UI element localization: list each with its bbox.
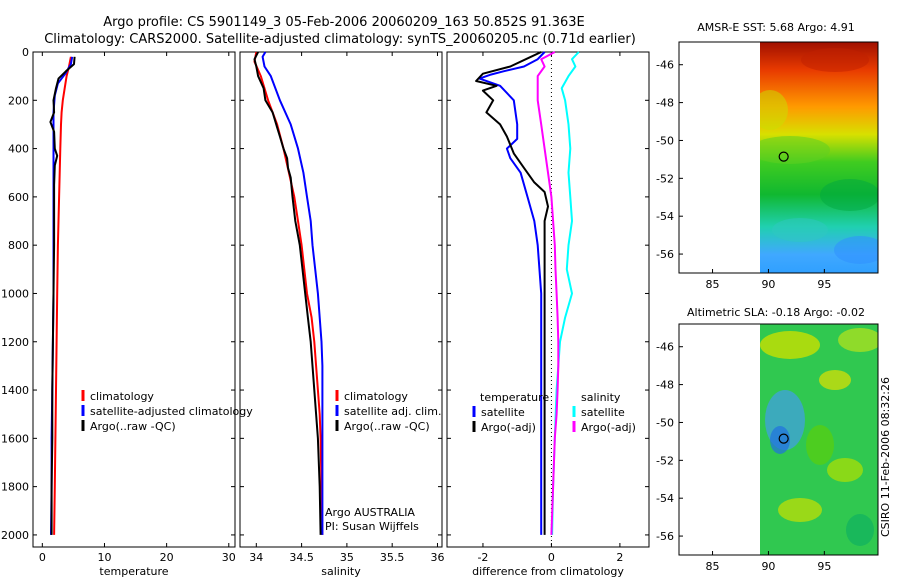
legend-header-salinity: salinity: [581, 391, 621, 404]
series-line-climatology: [53, 56, 72, 535]
legend-label-temperature-satellite: satellite: [481, 406, 525, 419]
sst_map-ytick-label: -50: [656, 134, 674, 147]
sst_map-xtick-label: 90: [761, 278, 775, 291]
temperature-xtick-label: 20: [160, 551, 174, 564]
temperature-ytick-label: 1000: [1, 287, 29, 300]
temperature-xtick-label: 10: [97, 551, 111, 564]
legend-label-climatology: climatology: [344, 390, 408, 403]
sla-map-title: Altimetric SLA: -0.18 Argo: -0.02: [687, 306, 865, 319]
sla-map-panel: Altimetric SLA: -0.18 Argo: -0.02 85 90 95…: [656, 306, 879, 573]
temperature-ytick-label: 2000: [1, 529, 29, 542]
legend-label-salinity-argo-adj: Argo(-adj): [581, 421, 636, 434]
temperature-xtick-label: 0: [39, 551, 46, 564]
sst_map-xtick-label: 95: [817, 278, 831, 291]
sla_map-axes-frame: [678, 323, 879, 556]
annotation-line: PI: Susan Wijffels: [325, 520, 419, 533]
series-line-salinity-argo-adj: [536, 51, 560, 535]
series-line-temperature-satellite: [478, 51, 546, 535]
sla_map-xtick-label: 85: [706, 560, 720, 573]
temperature-ytick-label: 600: [8, 191, 29, 204]
sla_map-ytick-label: -50: [656, 416, 674, 429]
difference-xtick-label: -2: [477, 551, 488, 564]
temperature-ytick-label: 800: [8, 239, 29, 252]
legend-label-argo-raw-qc: Argo(..raw -QC): [344, 420, 430, 433]
temperature-xtick-label: 30: [222, 551, 236, 564]
temperature-ytick-label: 1600: [1, 432, 29, 445]
legend-header-temperature: temperature: [480, 391, 549, 404]
sst_map-ytick-label: -46: [656, 59, 674, 72]
salinity-xtick-label: 35.5: [380, 551, 405, 564]
salinity-xtick-label: 34: [249, 551, 263, 564]
sst_map-ytick-label: -54: [656, 210, 674, 223]
temperature-ytick-label: 200: [8, 94, 29, 107]
legend-label-salinity-satellite: satellite: [581, 406, 625, 419]
difference-xtick-label: 0: [548, 551, 555, 564]
temperature-ytick-label: 1200: [1, 336, 29, 349]
difference-xlabel: difference from climatology: [472, 565, 624, 578]
sla_map-argo-location-marker: [778, 433, 789, 444]
temperature-ytick-label: 1400: [1, 384, 29, 397]
sla_map-xtick-label: 90: [761, 560, 775, 573]
legend-label-satellite-adj-clim: satellite adj. clim.: [344, 405, 441, 418]
sst_map-axes-frame: [678, 41, 879, 274]
sst_map-ytick-label: -52: [656, 172, 674, 185]
sla_map-ytick-label: -48: [656, 379, 674, 392]
sla_map-ytick-label: -46: [656, 341, 674, 354]
figure-title-line1: Argo profile: CS 5901149_3 05-Feb-2006 2…: [103, 15, 585, 30]
temperature-ytick-label: 1800: [1, 481, 29, 494]
series-line-argo-raw-qc: [253, 51, 322, 535]
sst_map-ytick-label: -48: [656, 97, 674, 110]
sst_map-ytick-label: -56: [656, 248, 674, 261]
difference-xtick-label: 2: [616, 551, 623, 564]
sst-map-panel: AMSR-E SST: 5.68 Argo: 4.91 85 90 95 -46 -48…: [656, 21, 879, 291]
temperature-xlabel: temperature: [99, 565, 168, 578]
credit-stamp: CSIRO 11-Feb-2006 08:32:26: [879, 377, 892, 537]
sla-heatmap-texture: [760, 328, 878, 546]
sst_map-argo-location-marker: [778, 151, 789, 162]
sst-map-title: AMSR-E SST: 5.68 Argo: 4.91: [697, 21, 855, 34]
difference-axes-frame: [446, 51, 650, 548]
annotation-line: Argo AUSTRALIA: [325, 506, 415, 519]
sla_map-xtick-label: 95: [817, 560, 831, 573]
salinity-xtick-label: 35: [340, 551, 354, 564]
salinity-xlabel: salinity: [321, 565, 361, 578]
temperature-ytick-label: 400: [8, 143, 29, 156]
sla_map-ytick-label: -52: [656, 454, 674, 467]
salinity-panel: 34 34.5 35 35.5 36 salinity climatology satelli…: [239, 51, 444, 578]
temperature-axes-frame: [32, 51, 236, 548]
legend-label-argo-raw-qc: Argo(..raw -QC): [90, 420, 176, 433]
series-line-temperature-argo-adj: [475, 51, 549, 535]
temperature-panel: 0 10 20 30 0 200 400 600 800 1000 1200 1400 1600 1800…: [1, 46, 253, 578]
temperature-ytick-label: 0: [22, 46, 29, 59]
figure-title-line2: Climatology: CARS2000. Satellite-adjuste…: [44, 32, 636, 47]
sla_map-ytick-label: -56: [656, 530, 674, 543]
series-line-argo-raw-qc: [49, 56, 76, 535]
sst-heatmap-texture: [760, 48, 878, 264]
salinity-xtick-label: 36: [430, 551, 444, 564]
salinity-axes-frame: [239, 51, 443, 548]
legend-label-climatology: climatology: [90, 390, 154, 403]
salinity-xtick-label: 34.5: [289, 551, 314, 564]
sst_map-xtick-label: 85: [706, 278, 720, 291]
sla_map-ytick-label: -54: [656, 492, 674, 505]
series-line-satellite-adj-clim: [261, 51, 324, 535]
legend-label-satellite-adjusted-climatology: satellite-adjusted climatology: [90, 405, 253, 418]
series-line-climatology: [253, 51, 324, 535]
legend-label-temperature-argo-adj: Argo(-adj): [481, 421, 536, 434]
